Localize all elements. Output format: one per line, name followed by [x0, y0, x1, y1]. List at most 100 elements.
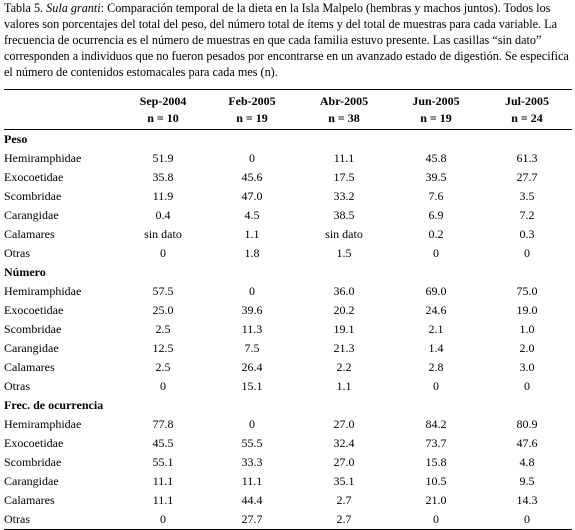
value-cell: 6.9 — [428, 208, 444, 222]
table-row: Carangidae 12.5 7.5 21.3 1.4 2.0 — [4, 339, 572, 358]
family-label: Hemiramphidae — [4, 417, 82, 431]
value-cell: 0 — [482, 510, 572, 530]
table-row: Carangidae 11.1 11.1 35.1 10.5 9.5 — [4, 472, 572, 491]
table-caption: Tabla 5. Sula granti: Comparación tempor… — [4, 0, 572, 80]
table-row: Scombridae 11.9 47.0 33.2 7.6 3.5 — [4, 187, 572, 206]
family-label: Scombridae — [4, 322, 62, 336]
value-cell: 0 — [249, 151, 255, 165]
header-empty — [4, 110, 120, 130]
family-label: Calamares — [4, 227, 55, 241]
family-label: Exocoetidae — [4, 436, 64, 450]
value-cell: 12.5 — [152, 341, 174, 355]
value-cell: 0.3 — [519, 227, 535, 241]
table-row: Carangidae 0.4 4.5 38.5 6.9 7.2 — [4, 206, 572, 225]
section-title: Peso — [4, 132, 28, 146]
value-cell: 11.1 — [333, 151, 355, 165]
value-cell: 27.7 — [516, 170, 538, 184]
value-cell: 51.9 — [152, 151, 174, 165]
value-cell: 1.5 — [336, 246, 352, 260]
value-cell: 38.5 — [333, 208, 355, 222]
value-cell: 15.8 — [425, 455, 447, 469]
value-cell: 35.8 — [152, 170, 174, 184]
value-cell: 45.6 — [241, 170, 263, 184]
table-row: Exocoetidae 35.8 45.6 17.5 39.5 27.7 — [4, 168, 572, 187]
family-label: Hemiramphidae — [4, 151, 82, 165]
value-cell: 1.8 — [244, 246, 260, 260]
value-cell: 11.1 — [152, 493, 174, 507]
value-cell: 4.8 — [519, 455, 535, 469]
value-cell: 2.7 — [336, 493, 352, 507]
caption-species: Sula granti — [46, 1, 101, 15]
value-cell: 75.0 — [516, 284, 538, 298]
value-cell: 15.1 — [241, 379, 263, 393]
header-month: Feb-2005 — [206, 89, 298, 110]
family-label: Carangidae — [4, 208, 59, 222]
value-cell: 2.7 — [298, 510, 390, 530]
value-cell: 10.5 — [425, 474, 447, 488]
diet-table: Sep-2004 Feb-2005 Abr-2005 Jun-2005 Jul-… — [4, 89, 572, 530]
family-label: Carangidae — [4, 341, 59, 355]
table-row: Exocoetidae 45.5 55.5 32.4 73.7 47.6 — [4, 434, 572, 453]
value-cell: 1.1 — [336, 379, 352, 393]
value-cell: 24.6 — [425, 303, 447, 317]
value-cell: 25.0 — [152, 303, 174, 317]
section-header-row: Número — [4, 263, 572, 282]
header-row-months: Sep-2004 Feb-2005 Abr-2005 Jun-2005 Jul-… — [4, 89, 572, 110]
value-cell: 0 — [390, 510, 482, 530]
value-cell: 73.7 — [425, 436, 447, 450]
value-cell: 27.0 — [333, 455, 355, 469]
value-cell: 4.5 — [244, 208, 260, 222]
value-cell: 33.3 — [241, 455, 263, 469]
family-label: Carangidae — [4, 474, 59, 488]
value-cell: 45.5 — [152, 436, 174, 450]
value-cell: sin dato — [325, 227, 363, 241]
family-label: Exocoetidae — [4, 170, 64, 184]
family-label: Otras — [4, 379, 30, 393]
family-label: Hemiramphidae — [4, 284, 82, 298]
value-cell: 27.7 — [206, 510, 298, 530]
family-label: Calamares — [4, 360, 55, 374]
value-cell: 19.1 — [333, 322, 355, 336]
value-cell: 1.0 — [519, 322, 535, 336]
value-cell: 11.1 — [241, 474, 263, 488]
value-cell: 0 — [524, 246, 530, 260]
header-month: Jul-2005 — [482, 89, 572, 110]
value-cell: 47.6 — [516, 436, 538, 450]
value-cell: 39.5 — [425, 170, 447, 184]
value-cell: 33.2 — [333, 189, 355, 203]
value-cell: 47.0 — [241, 189, 263, 203]
table-header: Sep-2004 Feb-2005 Abr-2005 Jun-2005 Jul-… — [4, 89, 572, 130]
value-cell: 2.8 — [428, 360, 444, 374]
value-cell: 2.2 — [336, 360, 352, 374]
section-header-row: Peso — [4, 130, 572, 150]
table-row: Calamares 11.1 44.4 2.7 21.0 14.3 — [4, 491, 572, 510]
value-cell: 0 — [524, 379, 530, 393]
value-cell: 80.9 — [516, 417, 538, 431]
value-cell: 14.3 — [516, 493, 538, 507]
value-cell: 69.0 — [425, 284, 447, 298]
family-label: Otras — [4, 510, 120, 530]
family-label: Scombridae — [4, 189, 62, 203]
family-label: Otras — [4, 246, 30, 260]
value-cell: 11.3 — [241, 322, 263, 336]
value-cell: 7.5 — [244, 341, 260, 355]
table-row: Calamares sin dato 1.1 sin dato 0.2 0.3 — [4, 225, 572, 244]
header-month: Abr-2005 — [298, 89, 390, 110]
table-row: Scombridae 2.5 11.3 19.1 2.1 1.0 — [4, 320, 572, 339]
value-cell: 2.1 — [428, 322, 444, 336]
value-cell: 61.3 — [516, 151, 538, 165]
value-cell: 77.8 — [152, 417, 174, 431]
value-cell: 27.0 — [333, 417, 355, 431]
value-cell: 0 — [120, 510, 206, 530]
section-title: Número — [4, 265, 46, 279]
value-cell: 32.4 — [333, 436, 355, 450]
header-sample-size: n = 10 — [120, 110, 206, 130]
header-month: Sep-2004 — [120, 89, 206, 110]
value-cell: 0 — [160, 246, 166, 260]
family-label: Scombridae — [4, 455, 62, 469]
value-cell: 7.6 — [428, 189, 444, 203]
value-cell: 2.5 — [155, 360, 171, 374]
value-cell: 11.9 — [152, 189, 174, 203]
table-row: Hemiramphidae 57.5 0 36.0 69.0 75.0 — [4, 282, 572, 301]
header-empty — [4, 89, 120, 110]
